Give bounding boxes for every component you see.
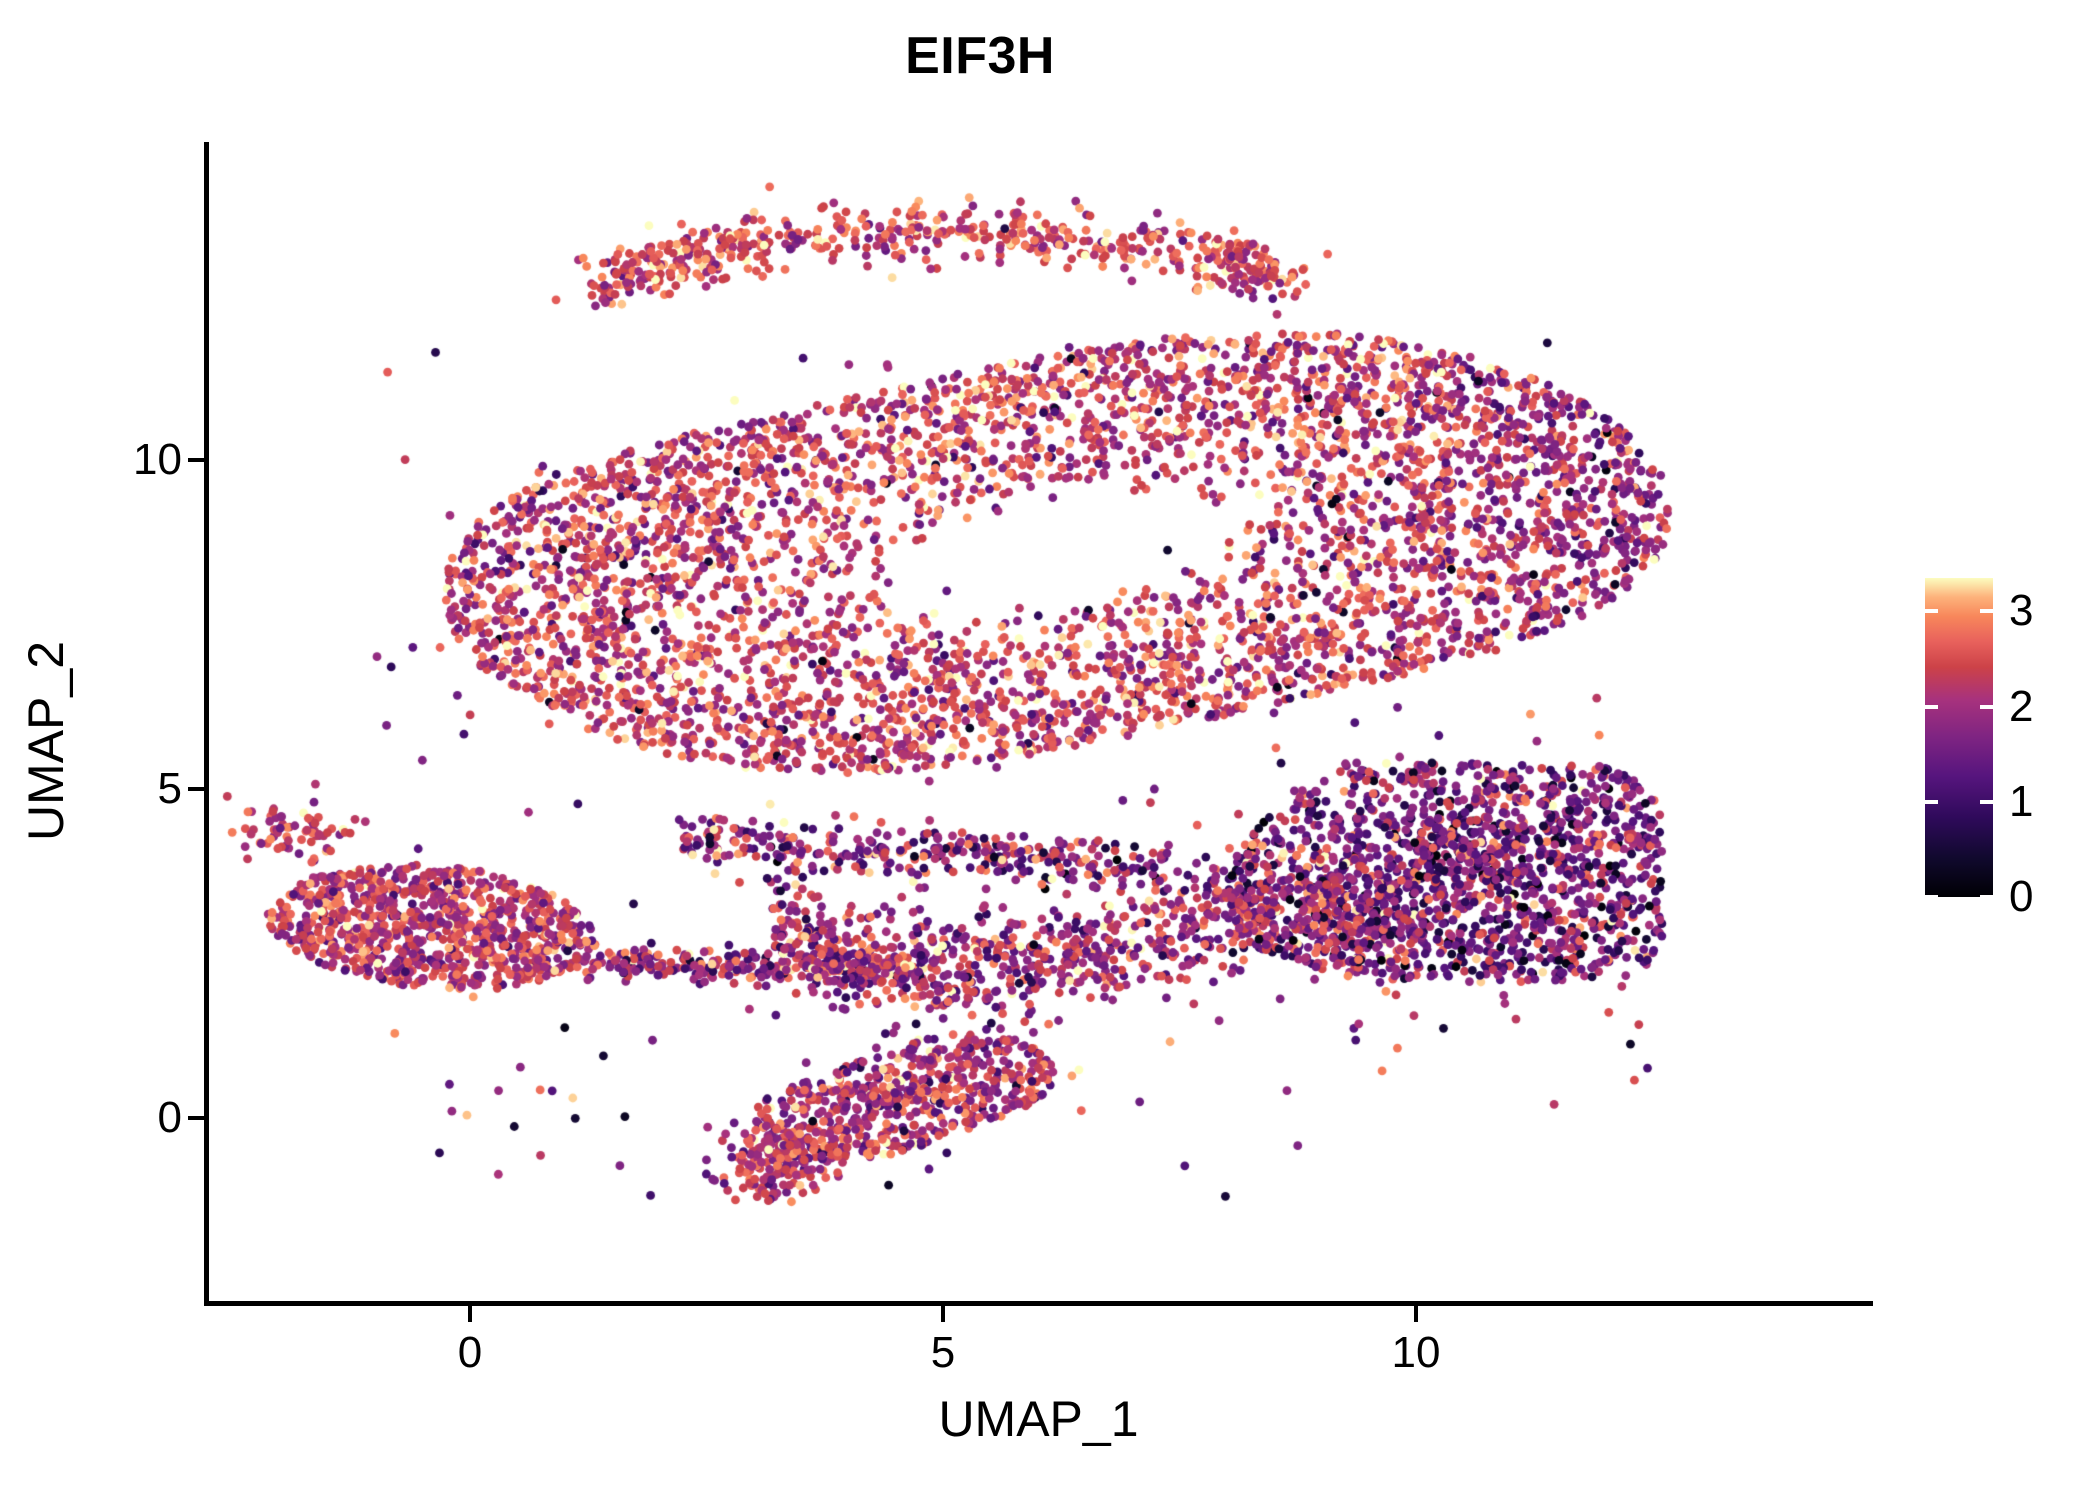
y-axis-line bbox=[204, 142, 209, 1306]
page-title: EIF3H bbox=[905, 27, 1055, 85]
y-tick-label: 10 bbox=[133, 435, 182, 484]
colorbar-tick-label: 2 bbox=[2009, 681, 2034, 731]
x-tick-label: 5 bbox=[930, 1328, 956, 1377]
x-axis-title: UMAP_1 bbox=[938, 1391, 1139, 1447]
colorbar-tick-label: 1 bbox=[2009, 776, 2034, 826]
x-tick-mark bbox=[468, 1306, 472, 1322]
x-tick-label: 0 bbox=[457, 1328, 483, 1377]
y-tick-label: 0 bbox=[157, 1093, 182, 1142]
colorbar-tick-mark bbox=[1980, 704, 1993, 709]
colorbar-tick-mark bbox=[1925, 704, 1938, 709]
colorbar-tick-mark bbox=[1980, 609, 1993, 614]
y-tick-mark bbox=[188, 787, 204, 791]
y-tick-mark bbox=[188, 458, 204, 462]
colorbar-gradient bbox=[1925, 578, 1993, 897]
y-tick-label: 5 bbox=[157, 764, 182, 813]
colorbar-tick-mark bbox=[1980, 895, 1993, 899]
colorbar-tick-mark bbox=[1980, 799, 1993, 804]
colorbar-legend: 0 1 2 3 bbox=[1925, 578, 2033, 921]
x-tick-label: 10 bbox=[1391, 1328, 1441, 1377]
x-axis-line bbox=[204, 1301, 1873, 1306]
x-tick-mark bbox=[941, 1306, 945, 1322]
x-tick-mark bbox=[1414, 1306, 1418, 1322]
y-tick-mark bbox=[188, 1116, 204, 1120]
colorbar-tick-mark bbox=[1925, 799, 1938, 804]
colorbar-tick-mark bbox=[1925, 609, 1938, 614]
y-axis-title: UMAP_2 bbox=[18, 640, 74, 842]
colorbar-tick-label: 0 bbox=[2009, 872, 2034, 921]
colorbar-tick-mark bbox=[1925, 895, 1938, 899]
scatter-point-cloud bbox=[205, 142, 1873, 1303]
colorbar-tick-label: 3 bbox=[2009, 586, 2034, 636]
